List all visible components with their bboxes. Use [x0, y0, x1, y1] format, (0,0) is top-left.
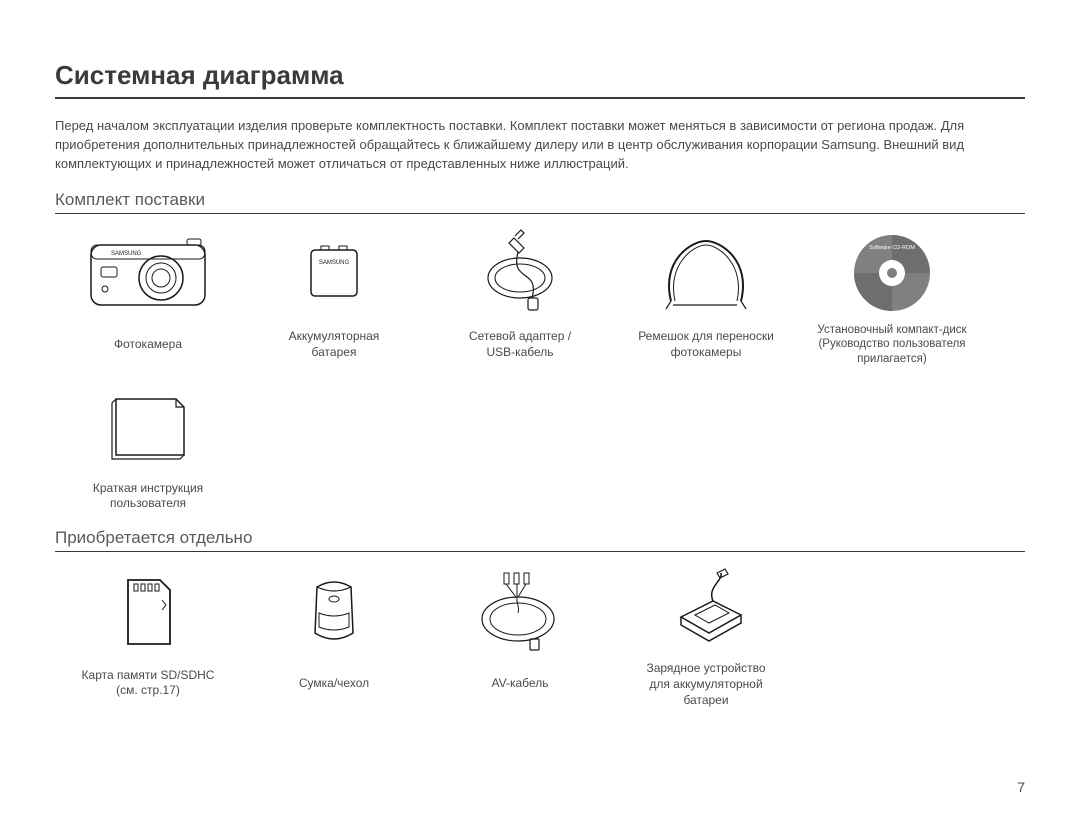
item-battery: SAMSUNG Аккумуляторная батарея [241, 226, 427, 370]
manual-icon [55, 377, 241, 472]
strap-icon [613, 226, 799, 321]
item-label: Установочный компакт-диск (Руководство п… [811, 321, 972, 370]
camera-icon: SAMSUNG [55, 226, 241, 321]
svg-text:SAMSUNG: SAMSUNG [319, 260, 350, 266]
item-case: Сумка/чехол [241, 564, 427, 710]
page-title: Системная диаграмма [55, 60, 1025, 99]
sdcard-icon [55, 564, 241, 659]
item-camera: SAMSUNG Фотокамера [55, 226, 241, 370]
page-number: 7 [1017, 779, 1025, 795]
item-avcable: AV-кабель [427, 564, 613, 710]
section-included-title: Комплект поставки [55, 190, 1025, 214]
item-label: Ремешок для переноски фотокамеры [632, 321, 780, 369]
svg-text:SAMSUNG: SAMSUNG [111, 251, 142, 257]
optional-row: Карта памяти SD/SDHC (см. стр.17) Сумка/… [55, 564, 1025, 710]
item-label: AV-кабель [486, 659, 555, 707]
item-manual: Краткая инструкция пользователя [55, 377, 241, 520]
item-label: Карта памяти SD/SDHC (см. стр.17) [76, 659, 221, 707]
adapter-icon [427, 226, 613, 321]
item-sdcard: Карта памяти SD/SDHC (см. стр.17) [55, 564, 241, 710]
item-label: Фотокамера [108, 321, 188, 369]
avcable-icon [427, 564, 613, 659]
item-label: Краткая инструкция пользователя [87, 472, 209, 520]
item-label: Зарядное устройство для аккумуляторной б… [640, 659, 771, 710]
item-cd: Software CD-ROM Установочный компакт-дис… [799, 226, 985, 370]
item-label: Сумка/чехол [293, 659, 375, 707]
charger-icon [613, 564, 799, 659]
cd-text: Software CD-ROM [869, 245, 915, 251]
item-charger: Зарядное устройство для аккумуляторной б… [613, 564, 799, 710]
intro-text: Перед началом эксплуатации изделия прове… [55, 117, 1025, 174]
included-row-1: SAMSUNG Фотокамера SAMSUNG Аккумуляторна… [55, 226, 1025, 370]
item-label: Аккумуляторная батарея [283, 321, 386, 369]
included-row-2: Краткая инструкция пользователя [55, 377, 1025, 520]
section-optional-title: Приобретается отдельно [55, 528, 1025, 552]
case-icon [241, 564, 427, 659]
battery-icon: SAMSUNG [241, 226, 427, 321]
item-strap: Ремешок для переноски фотокамеры [613, 226, 799, 370]
item-label: Сетевой адаптер / USB-кабель [463, 321, 577, 369]
cd-icon: Software CD-ROM [799, 226, 985, 321]
item-adapter: Сетевой адаптер / USB-кабель [427, 226, 613, 370]
